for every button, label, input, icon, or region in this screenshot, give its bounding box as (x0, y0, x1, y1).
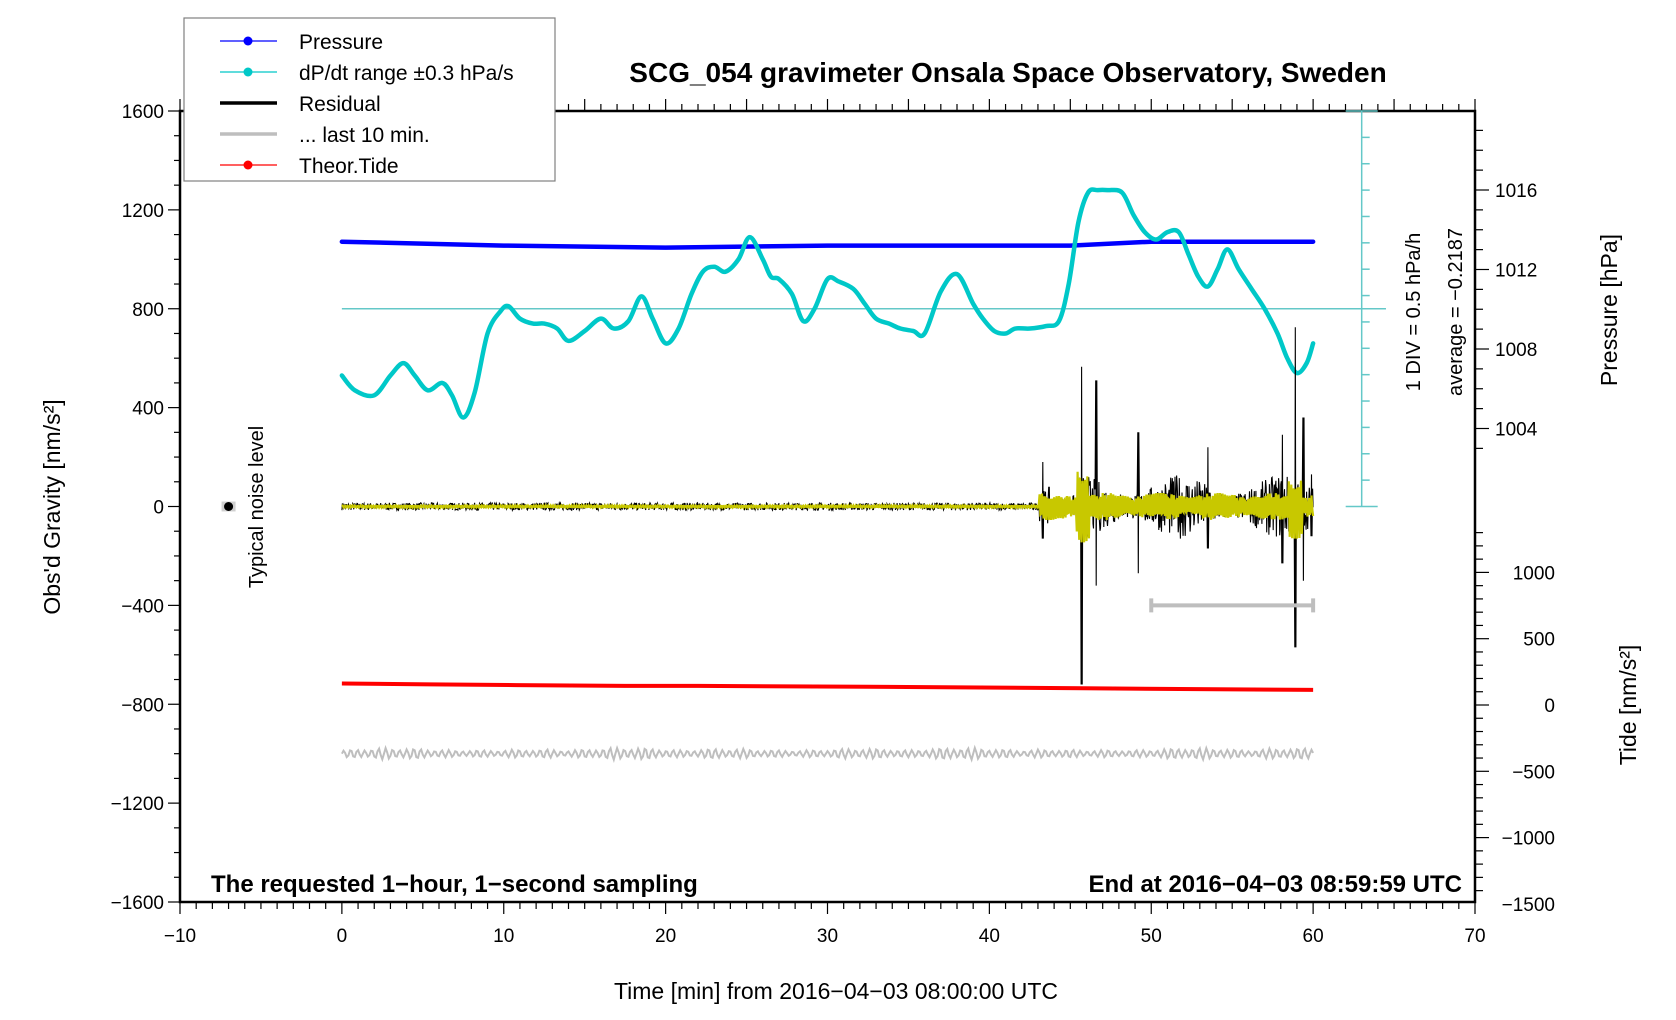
x-tick-label: 20 (655, 926, 676, 947)
legend: Pressure dP/dt range ±0.3 hPa/s Residual..… (183, 17, 556, 182)
footer-left-label: The requested 1−hour, 1−second sampling (211, 871, 698, 898)
axes-group: −10 0 10 20 30 40 50 60 70 1600 1200 800 400 0 −400 −80… (111, 99, 1555, 947)
noise-level-point (224, 502, 234, 511)
y-tick-label: −1600 (111, 893, 164, 914)
noise-reference-wave (341, 744, 1314, 763)
legend-label: ... last 10 min. (299, 124, 430, 147)
series-group (221, 110, 1386, 763)
x-tick-label: 70 (1464, 926, 1485, 947)
x-tick-label: 30 (817, 926, 838, 947)
chart-title: SCG_054 gravimeter Onsala Space Observat… (629, 57, 1386, 88)
pressure-axis-title: Pressure [hPa] (1596, 234, 1622, 386)
pressure-tick-label: 1008 (1495, 340, 1537, 361)
dpdt-division-label: 1 DIV = 0.5 hPa/h (1403, 233, 1425, 391)
legend-box (183, 17, 556, 182)
legend-label: dP/dt range ±0.3 hPa/s (299, 62, 514, 85)
dpdt-average-label: average = −0.2187 (1445, 228, 1467, 396)
pressure-tick-label: 1016 (1495, 181, 1537, 202)
tide-tick-label: −500 (1512, 762, 1555, 783)
legend-label: Theor.Tide (299, 155, 399, 178)
pressure-tick-label: 1012 (1495, 261, 1537, 282)
y-tick-label: 0 (153, 498, 164, 519)
tide-tick-label: 1000 (1513, 563, 1555, 584)
dpdt-line (339, 187, 1316, 420)
tide-tick-label: 500 (1523, 630, 1555, 651)
y-tick-label: 400 (132, 399, 164, 420)
x-tick-label: −10 (164, 926, 196, 947)
legend-label: Pressure (299, 31, 383, 54)
y-tick-label: −1200 (111, 794, 164, 815)
pressure-tick-label: 1004 (1495, 420, 1538, 441)
y-tick-label: 1200 (122, 201, 164, 222)
y-tick-label: 1600 (122, 102, 164, 123)
footer-right-label: End at 2016−04−03 08:59:59 UTC (1088, 871, 1462, 898)
x-tick-label: 60 (1303, 926, 1324, 947)
residual-filtered-line (341, 471, 1315, 543)
legend-marker (243, 67, 253, 77)
tide-tick-label: 0 (1544, 696, 1555, 717)
tide-tick-label: −1500 (1502, 895, 1555, 916)
x-axis-title: Time [min] from 2016−04−03 08:00:00 UTC (614, 978, 1058, 1004)
theor-tide-line (341, 681, 1314, 692)
x-tick-label: 50 (1141, 926, 1162, 947)
y-tick-label: −400 (121, 596, 164, 617)
x-tick-label: 10 (493, 926, 514, 947)
x-tick-label: 0 (337, 926, 348, 947)
noise-level-label: Typical noise level (246, 426, 268, 588)
x-tick-label: 40 (979, 926, 1000, 947)
legend-marker (243, 160, 253, 170)
y-tick-label: −800 (121, 695, 164, 716)
pressure-line (339, 239, 1316, 250)
y-tick-label: 800 (132, 300, 164, 321)
legend-marker (243, 36, 253, 46)
y-axis-title: Obs'd Gravity [nm/s²] (39, 399, 65, 614)
tide-axis-title: Tide [nm/s²] (1615, 645, 1641, 766)
tide-tick-label: −1000 (1502, 829, 1555, 850)
legend-label: Residual (299, 93, 381, 116)
